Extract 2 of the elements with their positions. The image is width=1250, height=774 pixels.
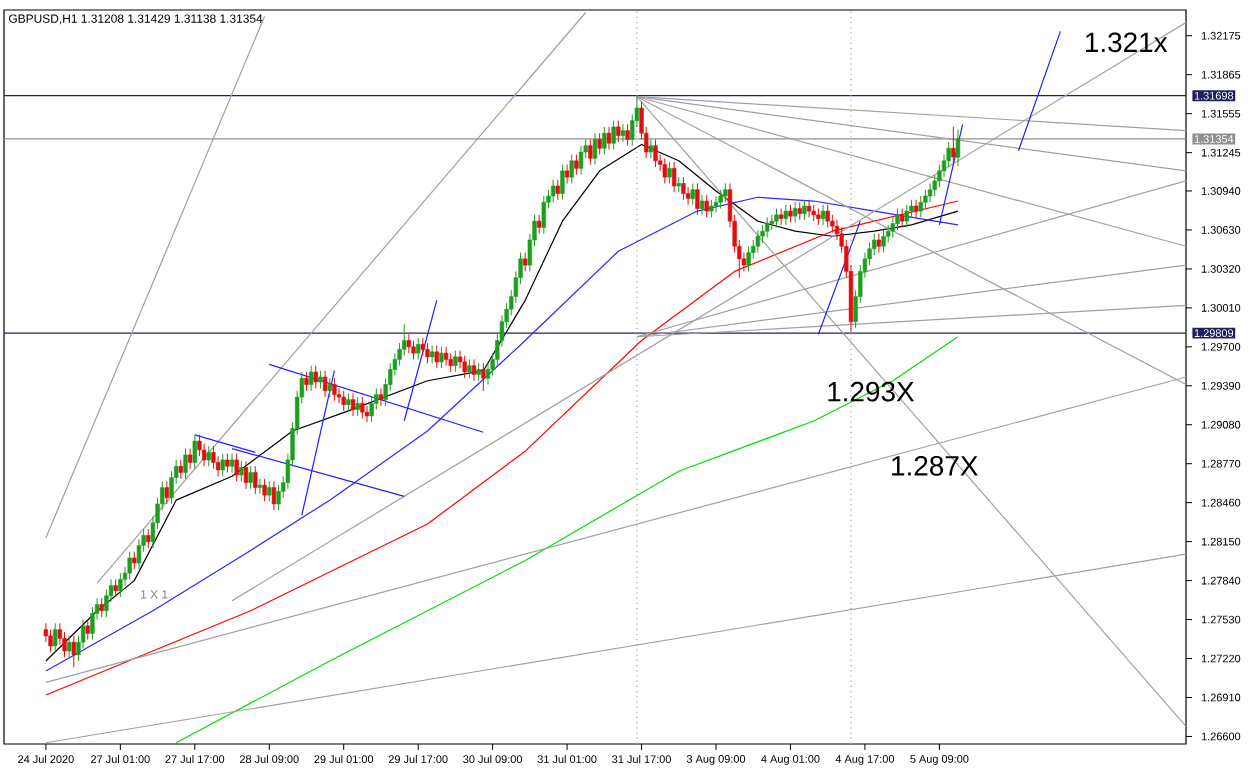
- annotation: 1.287X: [892, 455, 978, 476]
- annotation: 1.321x: [1085, 32, 1168, 53]
